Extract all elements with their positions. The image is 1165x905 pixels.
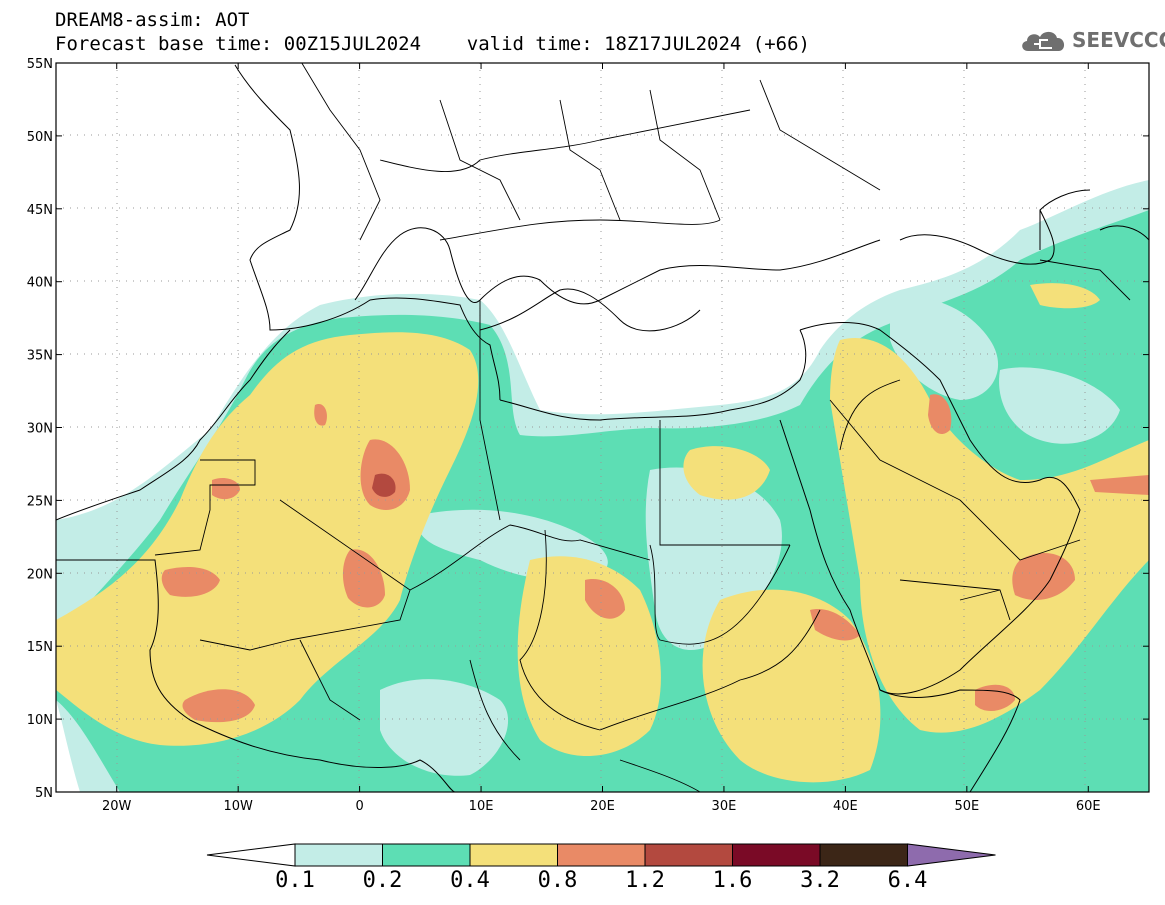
colorbar (206, 843, 996, 867)
colorbar-level-label: 3.2 (800, 868, 840, 893)
colorbar-level-label: 0.4 (450, 868, 490, 893)
lon-tick-label: 10E (469, 799, 494, 814)
graticule (56, 63, 1149, 792)
coastlines (56, 64, 1149, 792)
lat-tick-label: 15N (27, 640, 53, 655)
lat-tick-label: 40N (27, 276, 53, 291)
colorbar-level-label: 0.8 (537, 868, 578, 893)
lon-tick-label: 40E (833, 799, 858, 814)
colorbar-swatch (206, 843, 296, 867)
lat-tick-label: 25N (27, 494, 53, 509)
lat-tick-label: 30N (27, 422, 53, 437)
lat-tick-label: 45N (27, 203, 53, 218)
lat-tick-label: 35N (27, 349, 53, 364)
latitude-ticks: 5N 10N 15N 20N 25N 30N 35N 40N 45N 50N 55N (27, 57, 1149, 801)
colorbar-level-label: 1.6 (712, 868, 753, 893)
colorbar-swatch (819, 843, 908, 867)
seevccc-logo: SEEVCCC (1018, 24, 1165, 56)
lat-tick-label: 55N (27, 57, 53, 72)
colorbar-swatch (644, 843, 733, 867)
logo-text: SEEVCCC (1072, 28, 1165, 52)
colorbar-level-label: 6.4 (887, 868, 928, 893)
lat-tick-label: 10N (27, 713, 53, 728)
borders (154, 63, 1131, 792)
lon-tick-label: 30E (712, 799, 737, 814)
lat-tick-label: 5N (35, 786, 53, 801)
lon-tick-label: 20W (102, 799, 132, 814)
colorbar-swatch (469, 843, 558, 867)
forecast-times: Forecast base time: 00Z15JUL2024 valid t… (55, 33, 810, 55)
lat-tick-label: 50N (27, 130, 53, 145)
cloud-icon (1022, 31, 1065, 51)
colorbar-swatch (907, 843, 996, 867)
colorbar-swatch (732, 843, 821, 867)
colorbar-level-label: 1.2 (625, 868, 665, 893)
lon-tick-label: 20E (590, 799, 615, 814)
colorbar-swatch (382, 843, 471, 867)
lon-tick-label: 0 (355, 799, 363, 814)
colorbar-level-label: 0.2 (362, 868, 403, 893)
lon-tick-label: 60E (1076, 799, 1101, 814)
lat-tick-label: 20N (27, 567, 53, 582)
longitude-ticks: 20W 10W 0 10E 20E 30E 40E 50E 60E (102, 63, 1101, 814)
colorbar-level-label: 0.1 (275, 868, 315, 893)
colorbar-swatch (294, 843, 383, 867)
lon-tick-label: 50E (954, 799, 979, 814)
chart-title: DREAM8-assim: AOT (55, 9, 250, 31)
colorbar-swatch (557, 843, 646, 867)
lon-tick-label: 10W (223, 799, 253, 814)
